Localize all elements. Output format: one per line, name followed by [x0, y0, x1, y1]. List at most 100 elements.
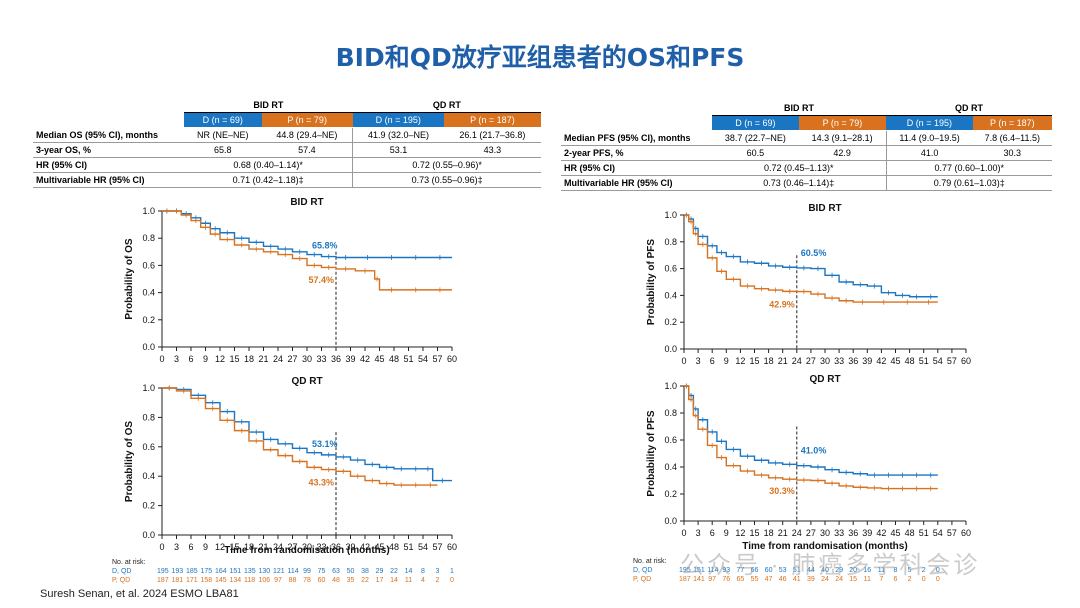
x-tick-label: 36 — [331, 542, 341, 552]
risk-count: 118 — [244, 577, 256, 584]
risk-count: 60 — [764, 567, 773, 574]
risk-count: 0 — [935, 576, 940, 583]
x-tick-label: 60 — [961, 356, 971, 366]
risk-count: 0 — [921, 576, 926, 583]
risk-count: 145 — [215, 577, 227, 584]
x-tick-label: 42 — [876, 356, 886, 366]
km-curve-p — [684, 214, 938, 303]
y-axis-label: Probability of PFS — [646, 239, 657, 325]
risk-count: 53 — [778, 567, 787, 574]
risk-count: 187 — [157, 577, 169, 584]
km-curve-p — [162, 210, 452, 291]
os-risk-table: No. at risk: D, QD 195 193 185 175 164 151 135 1… — [112, 558, 462, 585]
os-cell: 65.8 — [184, 142, 262, 158]
pfs-cell: 0.77 (0.60–1.00)* — [885, 160, 1052, 176]
x-tick-label: 39 — [862, 356, 872, 366]
risk-count: 63 — [332, 568, 340, 575]
landmark-annotation: 41.0% — [801, 446, 827, 456]
pfs-cell: 42.9 — [798, 145, 887, 161]
risk-count: 24 — [821, 576, 829, 583]
x-tick-label: 54 — [418, 354, 428, 364]
watermark: 公众号 · 肺癌多学科会诊 — [680, 552, 981, 579]
risk-count: 11 — [404, 577, 413, 584]
x-tick-label: 3 — [174, 354, 179, 364]
y-tick-label: 0.0 — [664, 516, 677, 526]
y-axis-label: Probability of OS — [124, 421, 135, 502]
chart-title: QD RT — [809, 374, 840, 385]
x-tick-label: 21 — [258, 354, 268, 364]
risk-count: 75 — [317, 568, 326, 575]
os-cell: 0.72 (0.55–0.96)* — [352, 157, 541, 173]
x-tick-label: 39 — [345, 542, 355, 552]
x-tick-label: 12 — [735, 356, 745, 366]
x-tick-label: 42 — [360, 542, 370, 552]
os-cell: NR (NE–NE) — [184, 127, 262, 143]
x-tick-label: 30 — [820, 356, 830, 366]
risk-count: 11 — [877, 567, 886, 574]
y-tick-label: 0.2 — [142, 501, 155, 511]
risk-count: 97 — [708, 576, 717, 583]
risk-count: 14 — [390, 577, 398, 584]
page-title: BID和QD放疗亚组患者的OS和PFS — [335, 43, 745, 72]
risk-count: 35 — [346, 577, 355, 584]
risk-count: 6 — [893, 576, 898, 583]
risk-row-d: D, QD 195 151 114 93 77 66 60 53 51 44 40 29 20 16 11 8 5… — [633, 566, 973, 575]
pfs-cell: 0.73 (0.46–1.14)‡ — [712, 175, 887, 191]
x-tick-label: 6 — [710, 528, 715, 538]
x-tick-label: 0 — [159, 542, 164, 552]
risk-header: No. at risk: — [633, 558, 667, 565]
risk-count: 97 — [274, 577, 282, 584]
risk-count: 93 — [722, 567, 731, 574]
x-tick-label: 33 — [834, 356, 844, 366]
risk-count: 0 — [935, 567, 940, 574]
risk-count: 7 — [879, 576, 884, 583]
risk-count: 8 — [893, 567, 898, 574]
x-tick-label: 51 — [403, 542, 413, 552]
landmark-annotation: 42.9% — [769, 300, 795, 310]
x-tick-label: 27 — [287, 354, 297, 364]
km-curve-p — [684, 385, 938, 490]
y-tick-label: 0.4 — [664, 462, 677, 472]
x-tick-label: 51 — [403, 354, 413, 364]
x-tick-label: 57 — [947, 528, 957, 538]
os-row-label: HR (95% CI) — [33, 157, 184, 173]
x-tick-label: 36 — [848, 356, 858, 366]
x-axis-label: Time from randomisation (months) — [742, 541, 907, 552]
pfs-cell: 0.72 (0.45–1.13)* — [712, 160, 887, 176]
risk-count: 24 — [835, 576, 843, 583]
pfs-row-label: Median PFS (95% CI), months — [561, 130, 712, 146]
pfs-arm-p-qd: P (n = 187) — [972, 115, 1052, 131]
x-tick-label: 36 — [331, 354, 341, 364]
risk-count: 78 — [303, 577, 311, 584]
y-tick-label: 0.6 — [142, 260, 155, 270]
risk-count: 121 — [273, 568, 285, 575]
x-tick-label: 54 — [933, 528, 943, 538]
y-tick-label: 0.0 — [142, 342, 155, 352]
pfs-cell: 11.4 (9.0–19.5) — [885, 130, 973, 146]
x-tick-label: 33 — [316, 354, 326, 364]
risk-count: 22 — [390, 568, 398, 575]
risk-count: 151 — [693, 567, 705, 574]
x-tick-label: 60 — [961, 528, 971, 538]
risk-count: 29 — [835, 567, 843, 574]
y-tick-label: 1.0 — [664, 381, 677, 391]
x-tick-label: 15 — [749, 528, 759, 538]
risk-count: 158 — [200, 577, 213, 584]
os-cell: 0.68 (0.40–1.14)* — [184, 157, 353, 173]
risk-count: 193 — [171, 568, 184, 575]
x-tick-label: 9 — [724, 528, 729, 538]
y-tick-label: 1.0 — [142, 383, 155, 393]
pfs-cell: 41.0 — [885, 145, 973, 161]
pfs-cell: 7.8 (6.4–11.5) — [972, 130, 1052, 146]
x-tick-label: 15 — [749, 356, 759, 366]
chart-title: BID RT — [290, 197, 323, 208]
os-row-label: Multivariable HR (95% CI) — [33, 172, 184, 188]
risk-count: 130 — [258, 568, 271, 575]
risk-count: 44 — [806, 567, 815, 574]
risk-count: 135 — [244, 568, 256, 575]
risk-count: 20 — [849, 567, 858, 574]
risk-count: 77 — [736, 567, 745, 574]
x-tick-label: 51 — [919, 528, 929, 538]
landmark-annotation: 60.5% — [801, 248, 827, 258]
os-cell: 26.1 (21.7–36.8) — [443, 127, 541, 143]
